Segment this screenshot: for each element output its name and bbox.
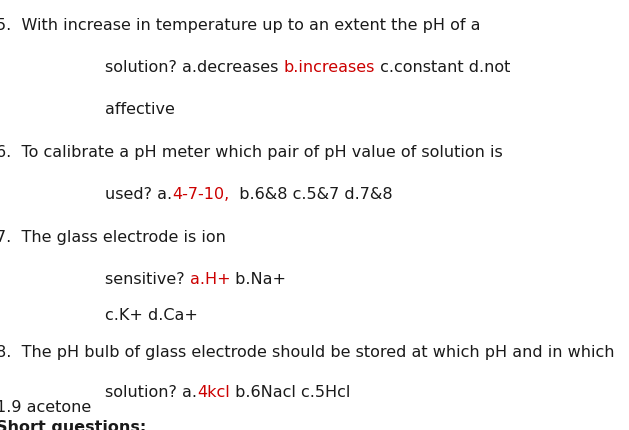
Text: used? a.: used? a. [105,187,172,202]
Text: b.6&8 c.5&7 d.7&8: b.6&8 c.5&7 d.7&8 [230,187,393,202]
Text: 6.  To calibrate a pH meter which pair of pH value of solution is: 6. To calibrate a pH meter which pair of… [0,145,503,160]
Text: solution? a.: solution? a. [105,385,197,400]
Text: 4-7-10,: 4-7-10, [172,187,230,202]
Text: b.increases: b.increases [284,60,375,75]
Text: a.H+: a.H+ [190,272,230,287]
Text: 1.9 acetone: 1.9 acetone [0,400,91,415]
Text: 5.  With increase in temperature up to an extent the pH of a: 5. With increase in temperature up to an… [0,18,481,33]
Text: 8.  The pH bulb of glass electrode should be stored at which pH and in which: 8. The pH bulb of glass electrode should… [0,345,615,360]
Text: affective: affective [105,102,175,117]
Text: c.K+ d.Ca+: c.K+ d.Ca+ [105,308,198,323]
Text: solution? a.decreases: solution? a.decreases [105,60,284,75]
Text: sensitive?: sensitive? [105,272,190,287]
Text: 7.  The glass electrode is ion: 7. The glass electrode is ion [0,230,226,245]
Text: b.6Nacl c.5Hcl: b.6Nacl c.5Hcl [230,385,350,400]
Text: Short questions:: Short questions: [0,420,147,430]
Text: b.Na+: b.Na+ [230,272,286,287]
Text: c.constant d.not: c.constant d.not [375,60,510,75]
Text: 4kcl: 4kcl [197,385,230,400]
